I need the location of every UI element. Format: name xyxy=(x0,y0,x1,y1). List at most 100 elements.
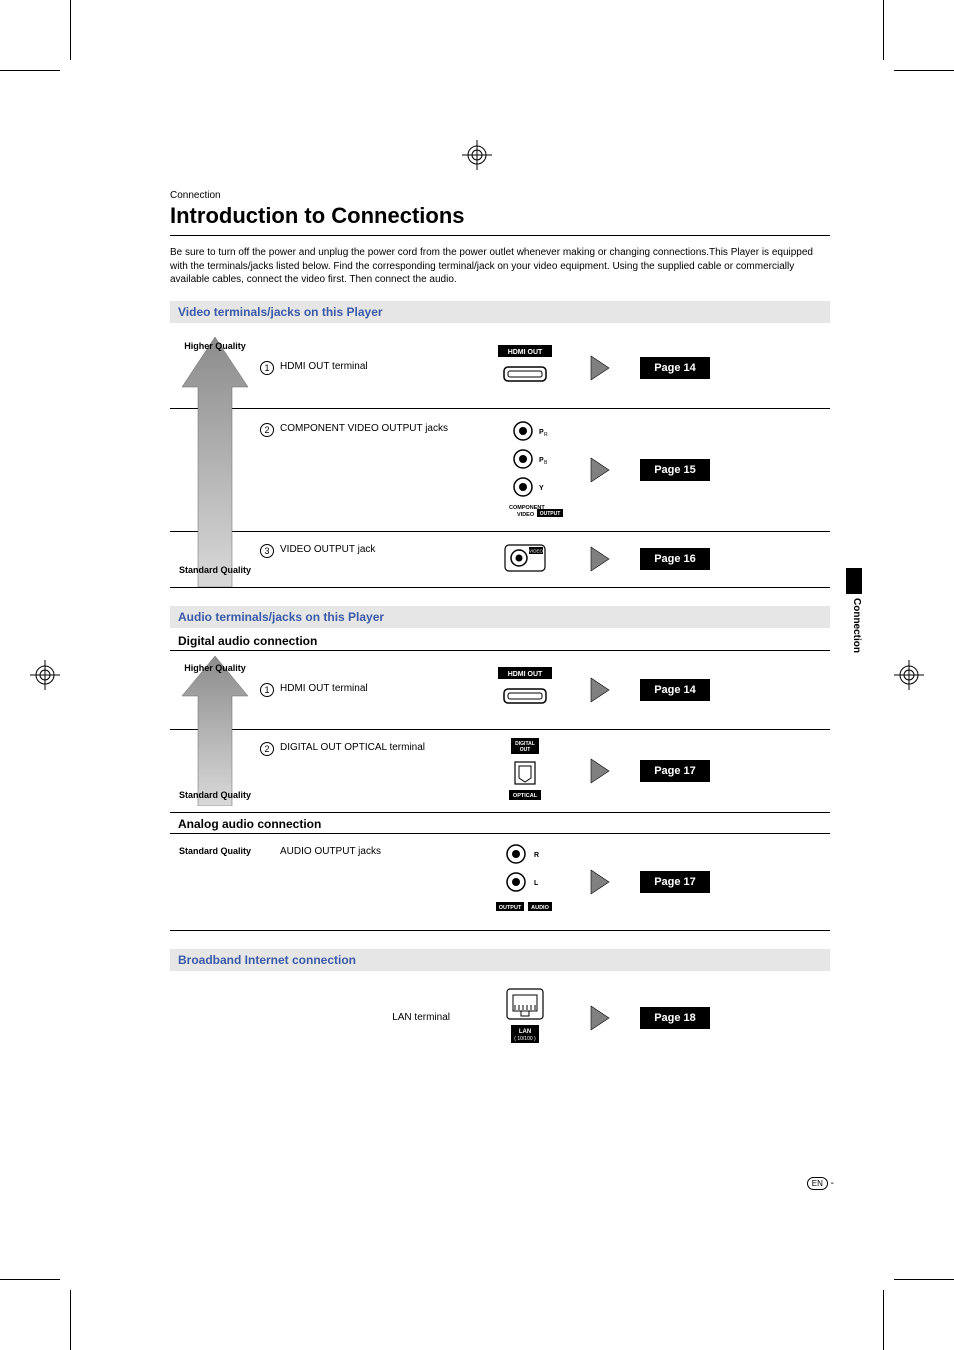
optical-out-icon: DIGITAL OUT OPTICAL xyxy=(470,736,580,806)
number-badge: 2 xyxy=(260,423,274,437)
terminal-name: VIDEO OUTPUT jack xyxy=(280,544,375,555)
page-arrow-icon xyxy=(580,456,620,484)
page-badge: Page 16 xyxy=(640,548,710,570)
hdmi-out-icon: HDMI OUT xyxy=(470,665,580,715)
svg-text:B: B xyxy=(544,460,548,466)
audio-row-optical: Standard Quality 2 DIGITAL OUT OPTICAL t… xyxy=(170,730,830,813)
number-badge: 2 xyxy=(260,742,274,756)
number-badge: 1 xyxy=(260,361,274,375)
footer-lang: EN - xyxy=(807,1177,834,1190)
page-arrow-icon xyxy=(580,676,620,704)
page-badge: Page 14 xyxy=(640,357,710,379)
terminal-label: LAN terminal xyxy=(260,1012,470,1023)
page-arrow-icon xyxy=(580,868,620,896)
audio-row-hdmi: Higher Quality 1 HDMI OUT terminal HDMI … xyxy=(170,650,830,730)
intro-text: Be sure to turn off the power and unplug… xyxy=(170,246,830,287)
quality-arrow-icon xyxy=(182,656,248,806)
terminal-label: 3 VIDEO OUTPUT jack xyxy=(260,538,470,558)
svg-text:VIDEO: VIDEO xyxy=(517,512,535,518)
terminal-name: HDMI OUT terminal xyxy=(280,683,368,694)
svg-text:OUTPUT: OUTPUT xyxy=(540,511,561,517)
breadcrumb: Connection xyxy=(170,190,830,201)
svg-text:HDMI OUT: HDMI OUT xyxy=(508,349,543,356)
registration-mark-icon xyxy=(30,660,60,690)
terminal-label: 1 HDMI OUT terminal xyxy=(260,683,470,697)
section-heading-internet: Broadband Internet connection xyxy=(170,949,830,971)
page-ref: Page 16 xyxy=(620,548,730,570)
side-tab: Connection xyxy=(846,568,862,653)
page-badge: Page 17 xyxy=(640,871,710,893)
section-body-audio-analog: Standard Quality AUDIO OUTPUT jacks R L … xyxy=(170,833,830,931)
svg-text:R: R xyxy=(534,852,539,859)
page-arrow-icon xyxy=(580,757,620,785)
page-badge: Page 17 xyxy=(640,760,710,782)
section-body-audio-digital: Higher Quality 1 HDMI OUT terminal HDMI … xyxy=(170,650,830,813)
video-row-component: 2 COMPONENT VIDEO OUTPUT jacks PR PB Y xyxy=(170,409,830,532)
video-row-video: Standard Quality 3 VIDEO OUTPUT jack VID… xyxy=(170,532,830,588)
crop-mark xyxy=(894,70,954,71)
terminal-name: LAN terminal xyxy=(392,1012,450,1023)
crop-mark xyxy=(0,1279,60,1280)
audio-row-analog: Standard Quality AUDIO OUTPUT jacks R L … xyxy=(170,833,830,931)
section-body-internet: LAN terminal LAN ( 10/100 ) xyxy=(170,977,830,1059)
svg-text:LAN: LAN xyxy=(519,1029,531,1035)
svg-text:R: R xyxy=(544,432,548,438)
page-ref: Page 17 xyxy=(620,871,730,893)
svg-text:L: L xyxy=(534,880,539,887)
terminal-label: 2 COMPONENT VIDEO OUTPUT jacks xyxy=(260,415,470,437)
section-heading-video: Video terminals/jacks on this Player xyxy=(170,301,830,323)
svg-text:OUTPUT: OUTPUT xyxy=(499,905,522,911)
number-badge: 3 xyxy=(260,544,274,558)
page-content: Connection Introduction to Connections B… xyxy=(170,190,830,1077)
crop-mark xyxy=(894,1279,954,1280)
page-title: Introduction to Connections xyxy=(170,203,830,229)
page-ref: Page 14 xyxy=(620,357,730,379)
internet-row-lan: LAN terminal LAN ( 10/100 ) xyxy=(170,977,830,1059)
terminal-label: AUDIO OUTPUT jacks xyxy=(260,840,470,857)
svg-text:OPTICAL: OPTICAL xyxy=(513,793,538,799)
video-jack-icon: VIDEO xyxy=(470,539,580,579)
quality-label-standard: Standard Quality xyxy=(170,790,260,806)
footer-sep: - xyxy=(831,1178,834,1189)
svg-text:( 10/100 ): ( 10/100 ) xyxy=(514,1036,536,1042)
registration-mark-icon xyxy=(894,660,924,690)
lang-badge: EN xyxy=(807,1177,828,1190)
registration-mark-icon xyxy=(462,140,492,170)
page-arrow-icon xyxy=(580,545,620,573)
number-badge: 1 xyxy=(260,683,274,697)
terminal-name: COMPONENT VIDEO OUTPUT jacks xyxy=(280,423,448,434)
terminal-label: 1 HDMI OUT terminal xyxy=(260,361,470,375)
terminal-name: HDMI OUT terminal xyxy=(280,361,368,372)
page-arrow-icon xyxy=(580,354,620,382)
crop-mark xyxy=(0,70,60,71)
quality-label-standard: Standard Quality xyxy=(170,840,260,856)
page-ref: Page 17 xyxy=(620,760,730,782)
crop-mark xyxy=(70,1290,71,1350)
lan-port-icon: LAN ( 10/100 ) xyxy=(470,983,580,1053)
svg-text:Y: Y xyxy=(539,485,544,492)
quality-label-standard: Standard Quality xyxy=(170,565,260,581)
section-heading-audio: Audio terminals/jacks on this Player xyxy=(170,606,830,628)
section-body-video: Higher Quality 1 HDMI OUT terminal HDMI … xyxy=(170,329,830,588)
crop-mark xyxy=(70,0,71,60)
crop-mark xyxy=(883,0,884,60)
quality-label-higher: Higher Quality xyxy=(170,657,260,673)
svg-text:AUDIO: AUDIO xyxy=(531,905,549,911)
sub-heading-digital: Digital audio connection xyxy=(178,634,830,648)
terminal-name: AUDIO OUTPUT jacks xyxy=(280,846,381,857)
terminal-label: 2 DIGITAL OUT OPTICAL terminal xyxy=(260,736,470,756)
sub-heading-analog: Analog audio connection xyxy=(178,817,830,831)
title-rule xyxy=(170,235,830,236)
quality-label-higher: Higher Quality xyxy=(170,335,260,351)
page-badge: Page 18 xyxy=(640,1007,710,1029)
page-badge: Page 15 xyxy=(640,459,710,481)
video-row-hdmi: Higher Quality 1 HDMI OUT terminal HDMI … xyxy=(170,329,830,409)
page-ref: Page 18 xyxy=(620,1007,730,1029)
page-ref: Page 14 xyxy=(620,679,730,701)
crop-mark xyxy=(883,1290,884,1350)
page-ref: Page 15 xyxy=(620,459,730,481)
quality-arrow-icon xyxy=(182,337,248,587)
side-tab-block xyxy=(846,568,862,594)
hdmi-out-icon: HDMI OUT xyxy=(470,343,580,393)
audio-jacks-icon: R L OUTPUT AUDIO xyxy=(470,840,580,924)
